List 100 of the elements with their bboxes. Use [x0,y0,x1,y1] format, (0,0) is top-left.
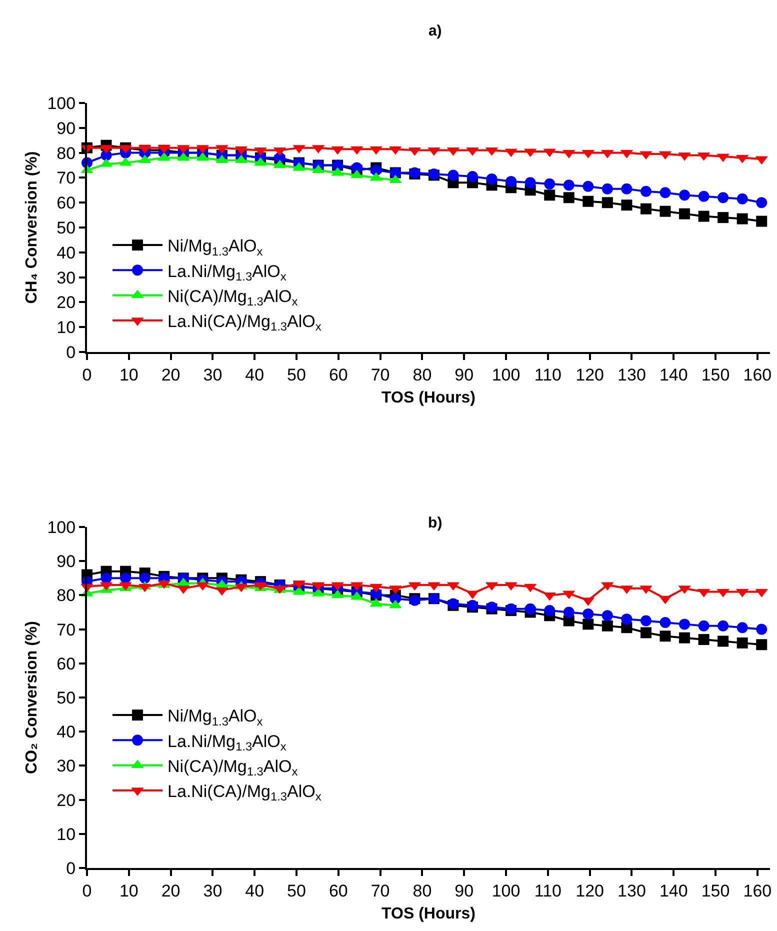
point [640,186,652,197]
y-tick-label: 30 [56,268,76,288]
point [563,192,574,204]
point [486,173,498,184]
point [120,572,132,584]
y-tick-label: 0 [66,342,76,362]
y-tick-label: 100 [47,94,76,113]
point [448,170,459,181]
legend-label: Ni/Mg$_{1.3}$AlO$_{x}$ [167,236,263,258]
x-tick-label: 10 [119,365,138,384]
x-tick-label: 30 [203,365,222,384]
chart-title: b) [428,514,442,532]
point [660,187,671,198]
point [582,608,594,620]
point [660,616,671,628]
point [718,212,729,224]
x-tick-label: 120 [576,365,604,384]
x-tick-label: 140 [659,365,688,384]
x-tick-label: 150 [701,881,730,900]
x-tick-label: 10 [119,881,138,900]
x-tick-label: 130 [618,881,646,900]
point [736,622,748,634]
point [736,637,748,648]
point [679,208,690,220]
point [602,197,613,208]
x-tick-label: 120 [576,881,604,900]
point [736,193,748,204]
y-tick-label: 40 [56,243,76,262]
point [756,639,768,650]
point [698,210,710,222]
point [640,203,652,214]
point [351,162,362,174]
point [506,176,517,187]
y-tick-label: 90 [56,552,76,572]
legend-label: Ni(CA)/Mg$_{1.3}$AlO$_{x}$ [167,286,298,308]
y-tick-label: 90 [56,118,76,138]
legend-label: La.Ni(CA)/Mg$_{1.3}$AlO$_{x}$ [167,782,322,804]
y-axis-title: CH₄ Conversion (%) [24,151,41,304]
point [563,180,574,191]
point [524,177,536,188]
point [640,627,652,638]
x-tick-label: 70 [370,881,390,900]
point [582,196,594,207]
point [640,615,652,626]
x-tick-label: 40 [245,881,264,900]
point [582,180,594,192]
x-tick-label: 70 [370,365,390,384]
x-tick-label: 80 [412,881,432,900]
x-tick-label: 20 [161,365,180,384]
point [756,624,768,635]
x-tick-label: 90 [454,881,474,900]
legend-label: La.Ni/Mg$_{1.3}$AlO$_{x}$ [167,262,286,284]
point [621,614,632,625]
point [736,213,748,224]
point [544,190,556,201]
y-tick-label: 30 [56,756,76,776]
point [621,183,632,194]
point [544,178,556,190]
y-tick-label: 10 [56,824,76,844]
x-tick-label: 110 [534,365,562,384]
point [467,170,478,182]
x-tick-label: 0 [82,365,92,384]
x-axis-title: TOS (Hours) [382,390,476,407]
point [718,636,729,647]
point [139,572,150,584]
point [660,630,671,642]
point [756,216,768,227]
x-tick-label: 110 [534,881,562,900]
y-tick-label: 50 [56,218,76,238]
x-tick-label: 50 [287,365,306,384]
point [698,620,710,632]
point [698,190,710,202]
x-tick-label: 80 [412,365,432,384]
legend-label: La.Ni(CA)/Mg$_{1.3}$AlO$_{x}$ [167,312,322,334]
point [718,192,729,204]
x-tick-label: 90 [454,365,474,384]
x-tick-label: 40 [245,365,264,384]
point [679,632,690,644]
point [563,606,574,618]
y-tick-label: 80 [56,144,76,163]
x-tick-label: 100 [492,365,520,384]
point [756,197,768,208]
x-tick-label: 160 [743,365,772,384]
y-tick-label: 70 [56,168,76,188]
x-tick-label: 0 [82,881,92,900]
x-axis-title: TOS (Hours) [382,906,476,923]
point [602,610,613,622]
point [544,605,556,616]
x-tick-label: 60 [328,365,348,384]
x-tick-label: 30 [203,881,222,900]
legend-label: La.Ni/Mg$_{1.3}$AlO$_{x}$ [167,732,286,754]
y-tick-label: 60 [56,194,76,213]
y-tick-label: 40 [56,722,76,742]
point [100,572,112,584]
chart-title: a) [428,22,442,40]
y-tick-label: 80 [56,586,76,606]
point [679,190,690,201]
y-tick-label: 60 [56,654,76,674]
x-tick-label: 160 [743,881,772,900]
point [698,634,710,646]
